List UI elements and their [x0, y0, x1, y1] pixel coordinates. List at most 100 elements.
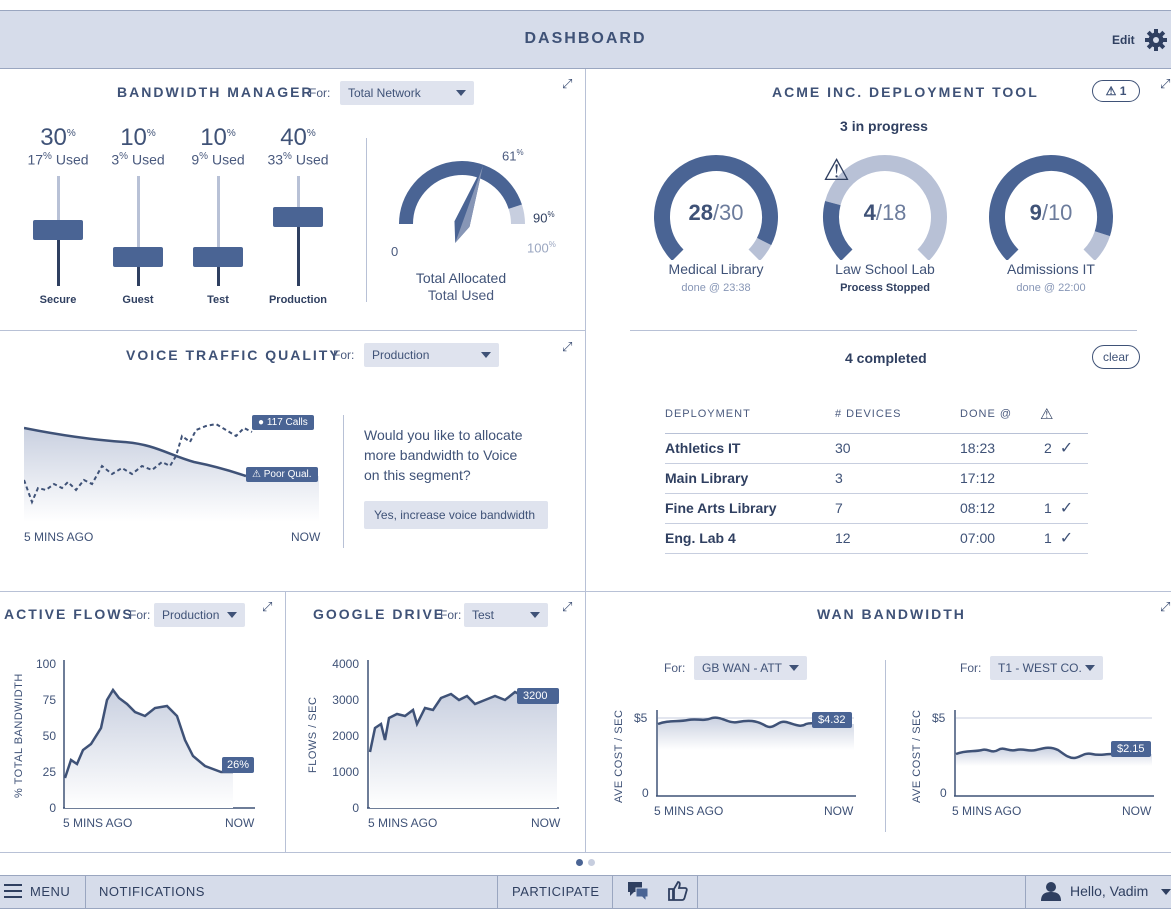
x-axis-end: NOW — [291, 530, 321, 544]
slider-used-percent: 33% Used — [267, 151, 329, 168]
network-select[interactable]: Total Network — [340, 81, 474, 105]
for-label: For: — [440, 608, 462, 622]
slider-label: Guest — [122, 294, 154, 306]
expand-icon[interactable]: ⤢ — [562, 599, 573, 614]
for-label: For: — [664, 661, 686, 675]
slider-track[interactable] — [217, 176, 220, 247]
bar-divider — [612, 876, 613, 908]
warning-icon: ⚠ — [252, 469, 261, 480]
table-row[interactable]: Athletics IT 30 18:23 2 ✓ — [665, 433, 1088, 464]
hamburger-icon[interactable] — [4, 884, 22, 898]
poor-quality-tag: ⚠ Poor Qual. — [246, 467, 318, 482]
x-axis-start: 5 MINS AGO — [24, 530, 94, 544]
expand-icon[interactable]: ⤢ — [1160, 76, 1171, 91]
wan-left-line — [657, 716, 822, 729]
slider-handle[interactable] — [33, 220, 83, 240]
calls-line — [24, 422, 253, 505]
deployments-table: DEPLOYMENT # DEVICES DONE @ ⚠ Athletics … — [665, 395, 1088, 554]
x-axis-start: 5 MINS AGO — [654, 804, 724, 818]
slider-track[interactable] — [297, 176, 300, 207]
alerts-cell: 2 ✓ — [1040, 433, 1088, 464]
current-value-tag: 26% — [222, 757, 255, 773]
drive-select[interactable]: Test — [464, 603, 548, 627]
expand-icon[interactable]: ⤢ — [562, 339, 573, 354]
wan-link-select[interactable]: GB WAN - ATT — [694, 656, 807, 680]
x-axis-start: 5 MINS AGO — [368, 816, 438, 830]
notifications-button[interactable]: NOTIFICATIONS — [99, 884, 205, 899]
page-indicator[interactable] — [588, 859, 595, 866]
drive-area — [370, 692, 557, 808]
slider-used-percent: 3% Used — [111, 151, 165, 168]
table-row[interactable]: Main Library 3 17:12 — [665, 463, 1088, 494]
warning-icon: ⚠ — [1040, 405, 1055, 423]
slider-track-filled[interactable] — [137, 267, 140, 286]
panel-title: WAN BANDWIDTH — [817, 606, 966, 622]
wan-right-area — [956, 747, 1152, 766]
select-value: Production — [162, 608, 220, 622]
gauge-needle-highlight — [455, 165, 484, 243]
page-title: DASHBOARD — [524, 30, 647, 47]
deployment-name: Medical Library — [668, 261, 764, 277]
slider-track-filled[interactable] — [297, 226, 300, 286]
select-value: GB WAN - ATT — [702, 661, 782, 675]
for-label: For: — [960, 661, 982, 675]
user-icon — [1041, 882, 1061, 901]
slider-track[interactable] — [57, 176, 60, 220]
check-icon: ✓ — [1059, 530, 1074, 547]
gear-icon[interactable] — [1144, 28, 1168, 52]
section-divider — [366, 138, 367, 302]
table-row[interactable]: Fine Arts Library 7 08:12 1 ✓ — [665, 493, 1088, 524]
slider-handle[interactable] — [113, 247, 163, 267]
chat-icon[interactable] — [626, 880, 650, 902]
section-divider — [885, 660, 886, 832]
gauge-used-label: 90% — [533, 210, 555, 226]
expand-icon[interactable]: ⤢ — [262, 599, 273, 614]
deployment-name: Law School Lab — [835, 261, 935, 277]
select-value: Production — [372, 348, 430, 362]
done-time-cell: 17:12 — [960, 463, 1040, 494]
clear-button[interactable]: clear — [1092, 345, 1140, 369]
slider-handle[interactable] — [273, 206, 323, 227]
flows-select[interactable]: Production — [154, 603, 245, 627]
slider-track-filled[interactable] — [217, 267, 220, 286]
table-row[interactable]: Eng. Lab 4 12 07:00 1 ✓ — [665, 523, 1088, 554]
gauge-allocated-label: 61% — [502, 148, 524, 164]
table-header-row: DEPLOYMENT # DEVICES DONE @ ⚠ — [665, 395, 1088, 434]
slider-handle[interactable] — [193, 247, 243, 267]
top-bar — [0, 10, 1171, 69]
calls-tag: ● 117 Calls — [252, 415, 314, 430]
check-icon: ✓ — [1059, 440, 1074, 457]
column-header: DONE @ — [960, 395, 1040, 434]
user-greeting[interactable]: Hello, Vadim — [1070, 883, 1149, 899]
segment-select[interactable]: Production — [364, 343, 499, 367]
google-drive-chart — [367, 660, 559, 809]
completed-label: 4 completed — [845, 350, 927, 366]
chevron-down-icon[interactable] — [1161, 889, 1171, 895]
slider-used-percent: 9% Used — [191, 151, 245, 168]
panel-title: GOOGLE DRIVE — [313, 606, 446, 622]
select-value: Total Network — [348, 86, 421, 100]
alert-count-badge[interactable]: ⚠ 1 — [1092, 80, 1140, 102]
bar-divider — [497, 876, 498, 908]
menu-button[interactable]: MENU — [30, 884, 71, 899]
page-indicator-active[interactable] — [576, 859, 583, 866]
y-axis-label: AVE COST / SEC — [613, 709, 625, 803]
panel-title: ACME INC. DEPLOYMENT TOOL — [772, 84, 1039, 100]
thumbs-up-icon[interactable] — [666, 879, 690, 903]
expand-icon[interactable]: ⤢ — [1160, 599, 1171, 614]
slider-track-filled[interactable] — [57, 240, 60, 286]
increase-voice-bandwidth-button[interactable]: Yes, increase voice bandwidth — [364, 501, 548, 529]
gauge-min-label: 0 — [391, 244, 399, 259]
chevron-down-icon — [456, 90, 466, 96]
panel-title: BANDWIDTH MANAGER — [117, 84, 314, 100]
slider-track[interactable] — [137, 176, 140, 247]
deployment-cell: Fine Arts Library — [665, 493, 835, 524]
expand-icon[interactable]: ⤢ — [562, 76, 573, 91]
section-divider — [630, 330, 1137, 331]
chevron-down-icon — [530, 612, 540, 618]
y-axis-top: $5 — [634, 711, 648, 725]
wan-link-select[interactable]: T1 - WEST CO. — [990, 656, 1103, 680]
slider-label: Secure — [39, 294, 77, 306]
edit-button[interactable]: Edit — [1112, 33, 1135, 47]
deployment-progress-arc — [989, 155, 1113, 260]
